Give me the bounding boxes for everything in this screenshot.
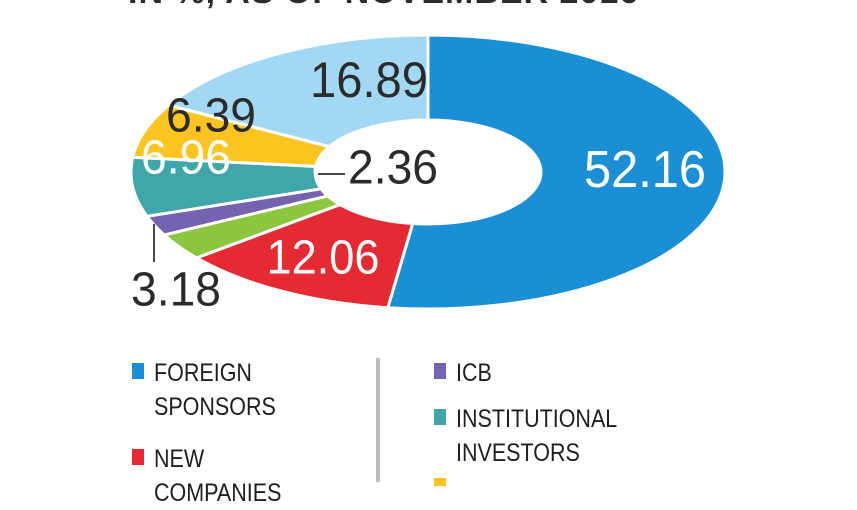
legend-item-institutional-investors: INSTITUTIONAL INVESTORS xyxy=(434,402,636,470)
legend-swatch xyxy=(132,363,144,379)
chart-subtitle: IN %, AS OF NOVEMBER 2016 xyxy=(128,0,639,12)
slice-value-label: 6.96 xyxy=(141,132,231,185)
legend-item-new-companies: NEW COMPANIES xyxy=(132,442,334,510)
donut-slice-unlabelled-6 xyxy=(165,33,430,149)
slice-value-label: 3.18 xyxy=(131,264,221,317)
legend-label: NEW COMPANIES xyxy=(154,445,282,507)
legend-label: ICB xyxy=(456,359,492,387)
legend-label: FOREIGN SPONSORS xyxy=(154,359,276,421)
legend-swatch xyxy=(434,409,446,425)
donut-chart: 52.16 12.06 3.18 2.36 6.966.39 16.89 xyxy=(129,33,727,317)
legend-label: INSTITUTIONAL INVESTORS xyxy=(456,405,617,467)
slice-value-label: 16.89 xyxy=(310,52,428,108)
legend-item-foreign-sponsors: FOREIGN SPONSORS xyxy=(132,356,334,424)
slice-value-label: 12.06 xyxy=(267,232,380,285)
legend-divider xyxy=(376,358,380,482)
slice-value-label: 52.16 xyxy=(584,141,706,199)
legend-item-icb: ICB xyxy=(434,356,498,390)
slice-value-label: 6.39 xyxy=(166,90,256,143)
legend-swatch-partial xyxy=(434,478,446,486)
slice-value-label: 2.36 xyxy=(348,142,438,195)
legend-swatch xyxy=(132,449,144,465)
legend-swatch xyxy=(434,363,446,379)
donut-slice-foreign-sponsors-0 xyxy=(385,33,727,311)
donut-slice-new-companies-1 xyxy=(193,202,415,310)
